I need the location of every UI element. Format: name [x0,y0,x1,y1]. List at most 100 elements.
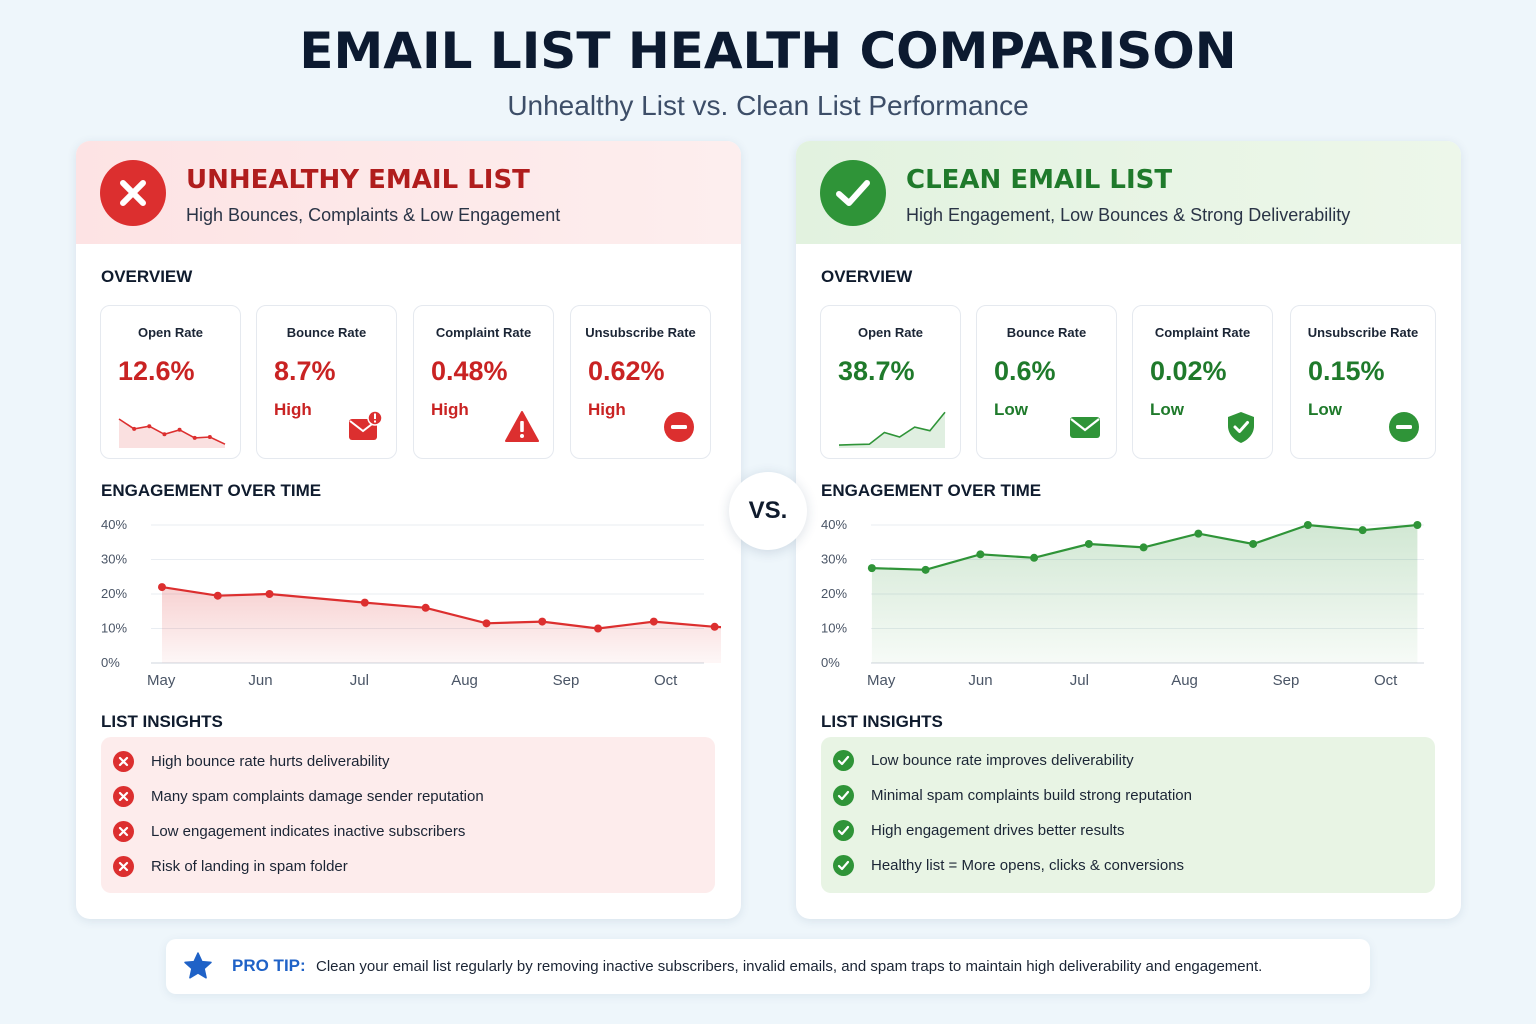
data-point [158,583,166,592]
sparkline-line [838,411,946,446]
list-item: Low bounce rate improves deliverability [833,748,1134,772]
data-point [594,624,603,633]
data-point [1194,529,1203,538]
sparkline-point [177,427,182,432]
metric-card-open-rate: Open Rate 38.7% [820,305,961,459]
x-tick-label: May [147,672,176,689]
metric-card-bounce-rate: Bounce Rate 0.6% Low [976,305,1117,459]
metric-card-open-rate: Open Rate 12.6% [100,305,241,459]
x-tick-label: Jul [1070,672,1089,689]
metric-label: Bounce Rate [1006,325,1087,340]
clean-panel: CLEAN EMAIL LIST High Engagement, Low Bo… [796,141,1461,919]
metric-value: 12.6% [118,356,195,386]
unhealthy-subtitle: High Bounces, Complaints & Low Engagemen… [186,205,561,225]
insight-text: Low engagement indicates inactive subscr… [151,822,466,840]
metric-level: High [431,400,469,419]
metric-label: Open Rate [137,325,203,340]
sparkline-point [147,424,152,429]
metric-label: Unsubscribe Rate [585,325,696,340]
metric-level: Low [1150,400,1184,419]
metric-value: 0.62% [588,356,665,386]
engagement-label: ENGAGEMENT OVER TIME [821,481,1042,500]
overview-label: OVERVIEW [101,267,193,286]
metric-label: Bounce Rate [286,325,367,340]
list-item: High bounce rate hurts deliverability [113,749,389,773]
data-point [421,603,430,612]
y-tick-label: 30% [101,552,127,567]
engagement-label: ENGAGEMENT OVER TIME [101,481,322,500]
insight-text: High engagement drives better results [871,821,1125,839]
insights-box: Low bounce rate improves deliverability … [821,737,1435,893]
y-tick-label: 10% [821,621,847,636]
data-point [921,565,930,574]
metric-level: High [274,400,312,419]
x-circle-icon [113,855,134,877]
series-area [162,587,721,663]
insight-text: Risk of landing in spam folder [151,857,348,875]
metric-card-unsubscribe-rate: Unsubscribe Rate 0.15% Low [1290,305,1436,459]
data-point [1030,553,1039,562]
list-item: Risk of landing in spam folder [113,854,348,878]
data-point [1303,521,1312,529]
list-item: High engagement drives better results [833,818,1124,842]
data-point [360,598,369,607]
data-point [1249,539,1258,548]
insight-text: Minimal spam complaints build strong rep… [871,786,1192,804]
insight-text: High bounce rate hurts deliverability [151,752,390,770]
metric-value: 8.7% [274,356,336,386]
sparkline-rising [838,411,946,448]
list-item: Minimal spam complaints build strong rep… [833,783,1192,807]
x-tick-label: Aug [451,672,478,689]
check-circle-icon [833,819,854,841]
check-circle-icon [820,160,886,226]
sparkline-point [192,435,197,440]
x-circle-icon [100,160,166,226]
metric-label: Complaint Rate [1154,325,1251,340]
data-point [265,590,274,598]
y-tick-label: 40% [821,517,847,532]
sparkline-point [207,435,212,439]
page-subtitle: Unhealthy List vs. Clean List Performanc… [507,90,1029,121]
insight-text: Many spam complaints damage sender reput… [151,787,484,805]
y-tick-label: 20% [821,586,847,601]
minus-circle-icon [664,412,694,442]
y-tick-label: 0% [821,655,840,670]
metric-card-complaint-rate: Complaint Rate 0.48% High [413,305,554,459]
x-tick-label: Jun [968,672,992,689]
data-point [538,617,547,626]
list-item: Healthy list = More opens, clicks & conv… [833,853,1184,877]
overview-label: OVERVIEW [821,267,913,286]
sparkline-point [132,426,137,431]
engagement-chart: 0% 10% 20% 30% 40% May Jun Jul Aug Sep Oct [101,517,721,689]
metric-level: Low [1308,400,1342,419]
x-tick-label: Oct [1374,672,1398,689]
page-title: EMAIL LIST HEALTH COMPARISON [299,22,1237,80]
sparkline-line [118,418,226,445]
metric-card-complaint-rate: Complaint Rate 0.02% Low [1132,305,1273,459]
x-tick-label: Jul [350,672,369,689]
y-tick-label: 40% [101,517,127,532]
metric-card-bounce-rate: Bounce Rate 8.7% High [256,305,397,459]
metric-label: Unsubscribe Rate [1307,325,1419,340]
mail-alert-icon [349,410,382,440]
metric-level: Low [994,400,1028,419]
unhealthy-header: UNHEALTHY EMAIL LIST High Bounces, Compl… [76,141,741,244]
metric-value: 0.6% [994,356,1056,386]
sparkline-declining [118,418,226,448]
metric-value: 38.7% [838,356,915,386]
unhealthy-title: UNHEALTHY EMAIL LIST [186,165,530,195]
warning-triangle-icon [505,411,539,442]
vs-badge: VS. [729,472,807,550]
data-point [1084,539,1093,548]
pro-tip-banner: PRO TIP: Clean your email list regularly… [166,939,1370,994]
insights-label: LIST INSIGHTS [101,712,223,731]
shield-check-icon [1228,412,1254,443]
x-circle-icon [113,785,134,807]
sparkline-point [162,432,167,437]
insights-label: LIST INSIGHTS [821,712,943,731]
data-point [1358,526,1367,535]
minus-circle-icon [1389,412,1419,442]
x-tick-label: Sep [1273,672,1300,689]
clean-subtitle: High Engagement, Low Bounces & Strong De… [906,205,1351,225]
metric-value: 0.48% [431,356,508,386]
